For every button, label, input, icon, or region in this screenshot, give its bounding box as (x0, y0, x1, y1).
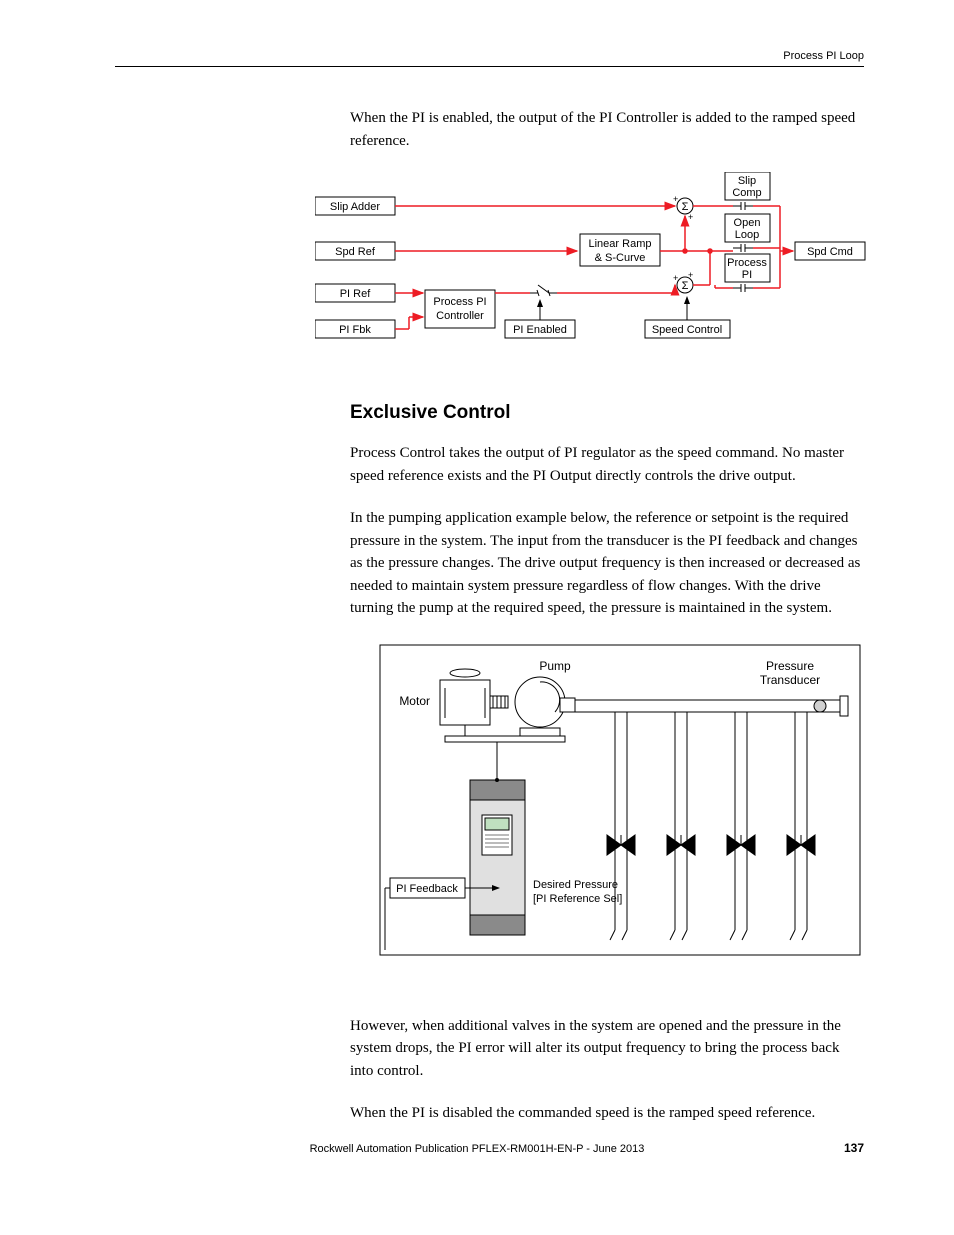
box-slip-comp-2: Comp (732, 187, 761, 199)
box-process-pi-sw-1: Process (727, 257, 767, 269)
heading-exclusive-control: Exclusive Control (350, 402, 864, 424)
box-speed-control: Speed Control (652, 324, 722, 336)
label-desired-pressure-1: Desired Pressure (533, 879, 618, 891)
label-desired-pressure-2: [PI Reference Sel] (533, 893, 622, 905)
box-process-pi-1: Process PI (433, 296, 486, 308)
box-pi-enabled: PI Enabled (513, 324, 567, 336)
paragraph-2: Process Control takes the output of PI r… (350, 442, 864, 487)
page-header: Process PI Loop (115, 50, 864, 67)
box-spd-cmd: Spd Cmd (807, 246, 853, 258)
label-pressure-2: Transducer (760, 673, 820, 687)
paragraph-4: However, when additional valves in the s… (350, 1015, 864, 1083)
label-motor: Motor (399, 694, 430, 708)
footer-publication: Rockwell Automation Publication PFLEX-RM… (0, 1143, 954, 1155)
box-pi-fbk: PI Fbk (339, 324, 371, 336)
box-linear-ramp-1: Linear Ramp (589, 238, 652, 250)
block-diagram: Slip Adder Spd Ref PI Ref PI Fbk Process… (315, 172, 864, 352)
box-process-pi-sw-2: PI (742, 269, 752, 281)
svg-text:+: + (688, 270, 693, 280)
label-pump: Pump (539, 659, 571, 673)
svg-text:Σ: Σ (682, 280, 689, 292)
paragraph-3: In the pumping application example below… (350, 507, 864, 620)
footer-page-number: 137 (844, 1141, 864, 1155)
paragraph-intro: When the PI is enabled, the output of th… (350, 107, 864, 152)
box-spd-ref: Spd Ref (335, 246, 376, 258)
box-slip-adder: Slip Adder (330, 201, 380, 213)
paragraph-5: When the PI is disabled the commanded sp… (350, 1102, 864, 1125)
svg-text:+: + (688, 212, 693, 222)
header-section-title: Process PI Loop (783, 50, 864, 62)
box-open-loop-2: Loop (735, 229, 759, 241)
box-pi-ref: PI Ref (340, 288, 372, 300)
svg-text:+: + (673, 273, 678, 283)
box-open-loop-1: Open (734, 217, 761, 229)
box-linear-ramp-2: & S-Curve (595, 252, 646, 264)
box-process-pi-2: Controller (436, 310, 484, 322)
pump-system-diagram: Motor Pump Pressure (375, 640, 864, 975)
label-pressure-1: Pressure (766, 659, 814, 673)
box-slip-comp-1: Slip (738, 175, 756, 187)
label-pi-feedback: PI Feedback (396, 883, 458, 895)
svg-text:+: + (673, 194, 678, 204)
